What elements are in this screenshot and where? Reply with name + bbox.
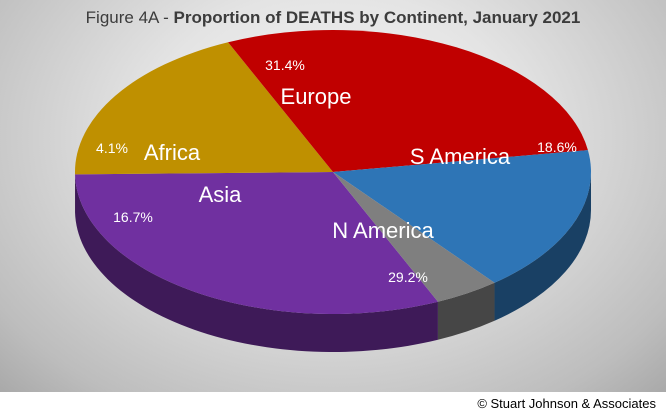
copyright-text: © Stuart Johnson & Associates bbox=[477, 396, 656, 411]
pie-side-layer bbox=[75, 172, 591, 352]
pie-side-europe bbox=[75, 174, 438, 352]
pie-slice-n-america bbox=[228, 30, 588, 173]
slice-value-africa: 4.1% bbox=[96, 140, 128, 156]
slice-name-n-america: N America bbox=[332, 218, 434, 243]
pie-side-africa bbox=[437, 282, 495, 340]
pie-slice-s-america bbox=[75, 42, 333, 175]
slice-name-asia: Asia bbox=[199, 182, 243, 207]
slice-value-n-america: 29.2% bbox=[388, 269, 428, 285]
slice-name-europe: Europe bbox=[281, 84, 352, 109]
slice-value-asia: 16.7% bbox=[113, 209, 153, 225]
chart-title: Figure 4A - Proportion of DEATHS by Cont… bbox=[0, 8, 666, 28]
slice-value-europe: 31.4% bbox=[265, 57, 305, 73]
pie-label-layer: Europe 31.4% S America 18.6% N America 29.2% A… bbox=[96, 57, 577, 285]
pie-chart: Europe 31.4% S America 18.6% N America 29.2% A… bbox=[75, 30, 591, 352]
chart-title-main: Proportion of DEATHS by Continent, Janua… bbox=[173, 8, 581, 27]
slice-value-s-america: 18.6% bbox=[537, 139, 577, 155]
pie-slice-europe bbox=[75, 172, 438, 314]
pie-top-layer bbox=[75, 30, 591, 314]
pie-slice-africa bbox=[333, 172, 495, 302]
chart-title-prefix: Figure 4A - bbox=[85, 8, 174, 27]
pie-slice-asia bbox=[333, 150, 591, 283]
slice-name-africa: Africa bbox=[144, 140, 201, 165]
chart-area: Figure 4A - Proportion of DEATHS by Cont… bbox=[0, 0, 666, 392]
slice-name-s-america: S America bbox=[410, 144, 511, 169]
pie-side-asia bbox=[494, 172, 591, 321]
